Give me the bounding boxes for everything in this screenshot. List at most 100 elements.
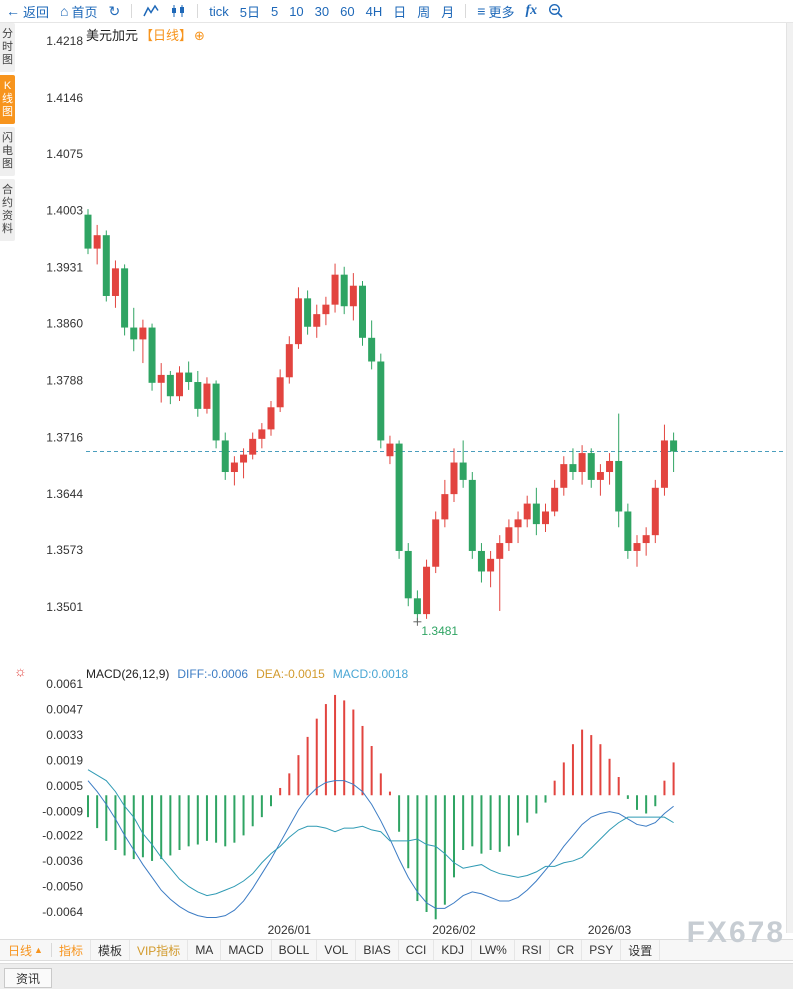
candle-body xyxy=(670,440,678,452)
candle-body xyxy=(606,460,614,473)
macd-dea-value: DEA:-0.0015 xyxy=(256,667,325,681)
macd-bar xyxy=(343,700,346,796)
candle-body xyxy=(615,460,623,512)
macd-histogram xyxy=(87,694,675,920)
period-button-10[interactable]: 10 xyxy=(289,3,304,19)
chart-mode-tabs: 分时图 K线图闪电图合约资料 xyxy=(0,23,15,241)
home-label: 首页 xyxy=(71,4,98,20)
toolbar: ← 返回 ⌂ 首页 ↻ tick 5日 5 10 30 60 4H 日周月 ≡ 更多 fx xyxy=(0,0,793,23)
kline-chart-button[interactable] xyxy=(170,4,186,18)
macd-axis-label: 0.0061 xyxy=(46,677,83,691)
indicator-tab[interactable]: LW% xyxy=(472,940,515,960)
macd-axis-label: -0.0050 xyxy=(42,879,83,893)
period-button-日[interactable]: 日 xyxy=(393,2,406,21)
candle-body xyxy=(148,327,156,383)
candle-body xyxy=(496,543,504,559)
period-button-4H[interactable]: 4H xyxy=(365,3,383,19)
candle-body xyxy=(487,558,495,572)
side-tab[interactable]: 闪电图 xyxy=(0,127,15,176)
toolbar-divider xyxy=(131,4,133,18)
indicator-tab[interactable]: CCI xyxy=(399,940,435,960)
indicator-tab[interactable]: BIAS xyxy=(356,940,399,960)
macd-bar xyxy=(599,744,602,796)
x-axis-label: 2026/02 xyxy=(432,923,476,937)
fx-indicator-button[interactable]: fx xyxy=(525,3,537,19)
price-axis-label: 1.3716 xyxy=(46,430,83,444)
candle-body xyxy=(340,274,348,307)
macd-bar xyxy=(443,795,446,905)
period-button-5[interactable]: 5 xyxy=(270,3,279,19)
period-button-tick[interactable]: tick xyxy=(209,3,229,19)
macd-bar xyxy=(608,758,611,796)
period-button-30[interactable]: 30 xyxy=(314,3,330,19)
indicator-tab[interactable]: MACD xyxy=(221,940,272,960)
period-button-月[interactable]: 月 xyxy=(441,2,454,21)
candle-body xyxy=(157,374,165,383)
indicator-tab[interactable]: BOLL xyxy=(272,940,318,960)
candle-body xyxy=(651,487,659,536)
candle-body xyxy=(313,314,321,327)
candle-body xyxy=(258,429,266,439)
candle-body xyxy=(194,382,202,409)
indicator-tab[interactable]: 指标 xyxy=(52,940,91,960)
bottom-bar-divider xyxy=(50,943,52,957)
candle-body xyxy=(450,462,458,495)
add-overlay-icon[interactable]: ⊕ xyxy=(194,28,205,43)
macd-diff-value: DIFF:-0.0006 xyxy=(177,667,249,681)
candle-body xyxy=(551,487,559,512)
macd-bar xyxy=(434,795,437,920)
low-price-label: 1.3481 xyxy=(421,624,458,638)
indicator-tab[interactable]: VOL xyxy=(317,940,357,960)
indicator-tab[interactable]: VIP指标 xyxy=(130,940,189,960)
timeshare-chart-button[interactable] xyxy=(143,4,159,18)
candles-layer xyxy=(84,209,678,623)
indicator-settings-icon[interactable]: ☼ xyxy=(14,663,27,679)
more-button[interactable]: ≡ 更多 xyxy=(477,2,514,21)
candle-body xyxy=(240,454,248,463)
candle-body xyxy=(212,383,220,441)
indicator-tab[interactable]: MA xyxy=(188,940,222,960)
indicator-tab[interactable]: CR xyxy=(550,940,583,960)
vertical-scrollbar[interactable] xyxy=(786,23,793,933)
candle-body xyxy=(404,550,412,599)
current-period-selector[interactable]: 日线 ▲ xyxy=(0,942,51,959)
indicator-tab[interactable]: 设置 xyxy=(621,940,661,960)
macd-bar xyxy=(123,795,126,856)
indicator-tab[interactable]: KDJ xyxy=(434,940,473,960)
chart-title: 美元加元 【日线】 ⊕ xyxy=(86,25,205,44)
side-tab[interactable]: K线图 xyxy=(0,75,15,124)
candle-body xyxy=(185,372,193,383)
news-tab[interactable]: 资讯 xyxy=(4,968,52,988)
candle-body xyxy=(331,274,339,305)
candle-body xyxy=(294,298,302,345)
macd-bar xyxy=(388,791,391,796)
side-tab[interactable]: 分时图 xyxy=(0,23,15,72)
period-button-5日[interactable]: 5日 xyxy=(240,2,260,21)
candle-body xyxy=(377,361,385,441)
indicator-tab[interactable]: RSI xyxy=(515,940,550,960)
macd-bar xyxy=(590,735,593,796)
period-button-周[interactable]: 周 xyxy=(417,2,430,21)
macd-bar xyxy=(562,762,565,796)
zoom-out-button[interactable] xyxy=(548,3,564,19)
macd-bar xyxy=(196,795,199,845)
macd-bar xyxy=(370,746,373,796)
back-icon: ← xyxy=(6,3,20,19)
back-button[interactable]: ← 返回 xyxy=(6,2,49,21)
home-button[interactable]: ⌂ 首页 xyxy=(60,2,97,21)
macd-bar xyxy=(169,795,172,856)
side-tab[interactable]: 合约资料 xyxy=(0,179,15,241)
indicator-tab[interactable]: 模板 xyxy=(91,940,130,960)
home-icon: ⌂ xyxy=(60,3,69,19)
macd-bar xyxy=(114,795,117,850)
indicator-tab[interactable]: PSY xyxy=(582,940,622,960)
candle-body xyxy=(633,543,641,551)
candle-body xyxy=(230,462,238,473)
macd-bar xyxy=(178,795,181,850)
candle-body xyxy=(276,377,284,408)
macd-axis-label: -0.0009 xyxy=(42,805,83,819)
period-button-60[interactable]: 60 xyxy=(340,3,355,19)
macd-bar xyxy=(407,795,410,869)
refresh-button[interactable]: ↻ xyxy=(109,4,121,18)
